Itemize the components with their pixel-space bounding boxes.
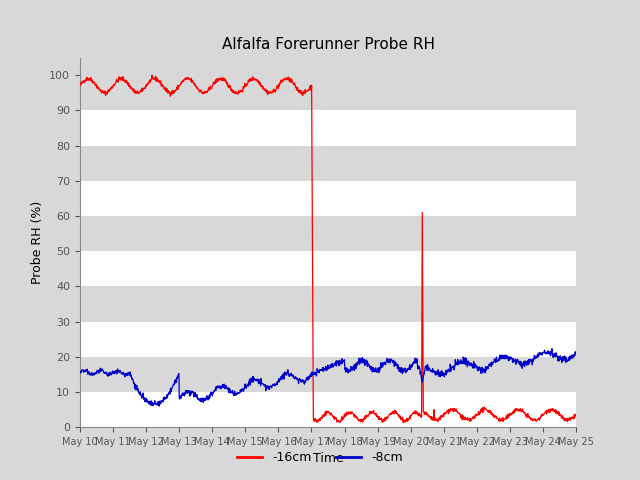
-16cm — [399, 420, 407, 425]
Bar — [80, 322, 576, 357]
Bar — [80, 58, 576, 75]
-16cm — [187, 76, 195, 82]
Title: Alfalfa Forerunner Probe RH: Alfalfa Forerunner Probe RH — [221, 37, 435, 52]
Bar — [80, 181, 576, 216]
-8cm — [405, 365, 413, 371]
-16cm — [175, 84, 182, 90]
Legend: -16cm, -8cm: -16cm, -8cm — [232, 446, 408, 469]
-8cm — [156, 403, 163, 409]
-8cm — [513, 358, 521, 364]
-16cm — [470, 414, 478, 420]
X-axis label: Time: Time — [312, 453, 344, 466]
-8cm — [572, 349, 580, 355]
-16cm — [76, 83, 84, 88]
-8cm — [243, 385, 250, 391]
Y-axis label: Probe RH (%): Probe RH (%) — [31, 201, 44, 284]
-8cm — [470, 359, 477, 364]
-8cm — [187, 392, 195, 398]
Bar — [80, 392, 576, 427]
Line: -8cm: -8cm — [80, 349, 576, 406]
-16cm — [514, 406, 522, 412]
-16cm — [243, 84, 250, 89]
Line: -16cm: -16cm — [80, 75, 576, 422]
-16cm — [572, 411, 580, 417]
-16cm — [405, 416, 413, 421]
Bar — [80, 110, 576, 145]
-8cm — [76, 369, 84, 374]
-16cm — [148, 72, 156, 78]
-8cm — [175, 371, 182, 376]
-8cm — [548, 346, 556, 352]
Bar — [80, 251, 576, 287]
